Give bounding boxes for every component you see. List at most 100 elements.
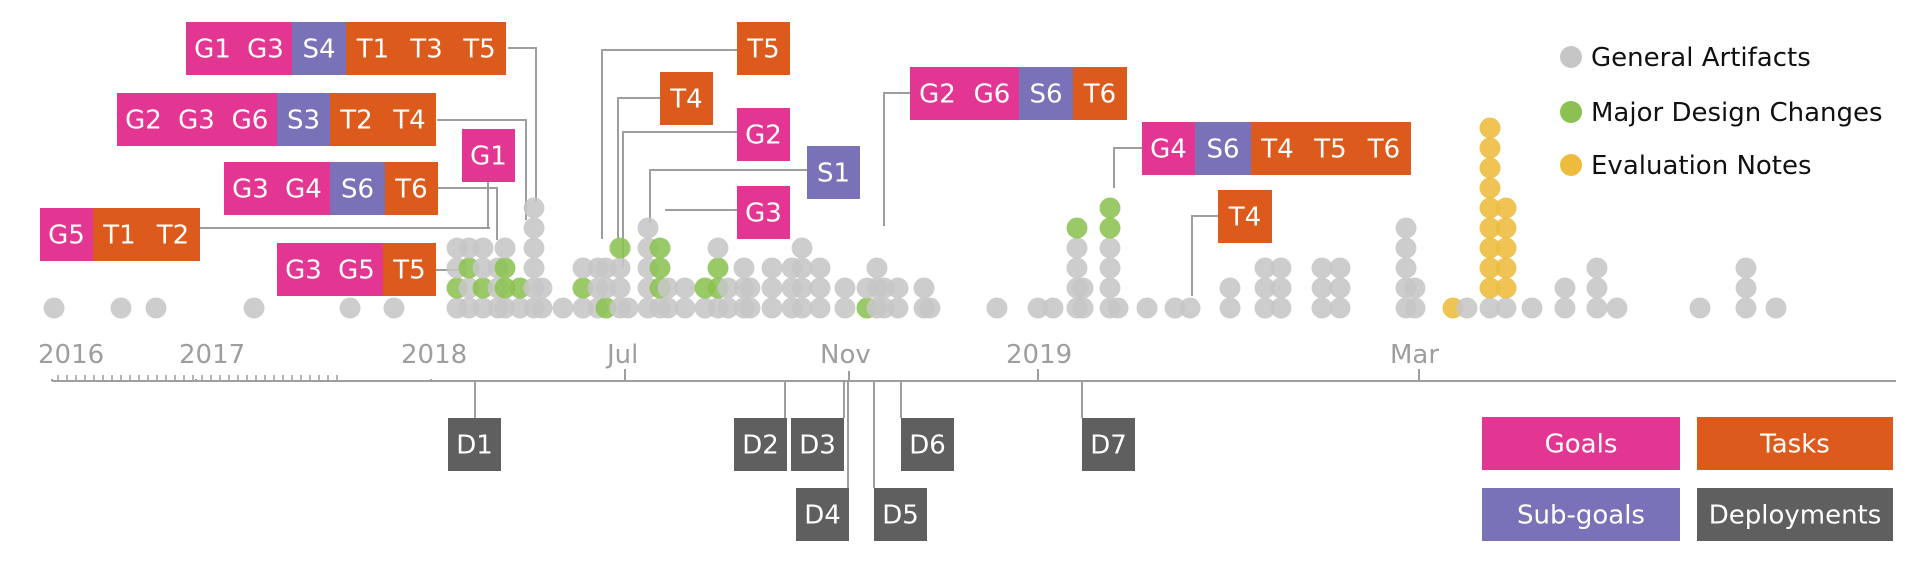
- goal-tag-box: [239, 22, 292, 75]
- subgoal-tag-label: S6: [1029, 80, 1062, 110]
- general-dot: [1219, 297, 1241, 319]
- general-dot: [866, 257, 888, 279]
- axis-label: Jul: [605, 340, 638, 370]
- subgoal-tag-box: [330, 162, 385, 215]
- legend-box-label: Goals: [1545, 430, 1618, 460]
- goal-tag-label: G6: [974, 80, 1011, 110]
- general-dot: [1395, 217, 1417, 239]
- connector-line: [649, 169, 807, 223]
- goal-tag-box: [1142, 122, 1195, 175]
- general-dot: [674, 277, 696, 299]
- subgoal-tag-box: [1019, 67, 1073, 120]
- annotation-group: G5 T1 T2: [40, 208, 200, 261]
- general-dot: [1586, 297, 1608, 319]
- connector-line: [1191, 215, 1218, 296]
- connector-line: [1113, 147, 1142, 188]
- annotation-group: T4: [660, 72, 713, 125]
- general-legend-dot: [1560, 46, 1582, 68]
- axis-label: Nov: [820, 340, 871, 370]
- deployment-label: D7: [1090, 431, 1127, 461]
- general-dot: [1554, 277, 1576, 299]
- general-dot: [1254, 257, 1276, 279]
- general-dot: [739, 277, 761, 299]
- general-dot: [572, 297, 594, 319]
- general-dot: [1164, 297, 1186, 319]
- general-dot: [552, 297, 574, 319]
- general-dot: [986, 297, 1008, 319]
- major-change-dot: [472, 277, 494, 299]
- general-dot: [761, 257, 783, 279]
- annotation-groups: G1 G3 S4 T1 T3 T5 G2 G3 G6 S3 T2 T4 G1 G3 G4 S6 T6 G5 T1 T2…: [40, 22, 1411, 296]
- deployment-label: D2: [742, 431, 779, 461]
- general-dot: [809, 277, 831, 299]
- general-dot: [887, 297, 909, 319]
- general-dot: [1311, 297, 1333, 319]
- deploy-legend-box: [1697, 488, 1893, 541]
- annotation-group: G1: [462, 129, 515, 182]
- general-dot: [1311, 257, 1333, 279]
- evaluation-note-dot: [1495, 217, 1517, 239]
- goal-tag-label: G3: [745, 199, 782, 229]
- annotation-group: G3 G5 T5: [277, 243, 436, 296]
- general-dot: [1107, 297, 1129, 319]
- subgoal-legend-box: [1482, 488, 1680, 541]
- task-tag-label: T3: [409, 35, 442, 65]
- deployment-box: [901, 418, 954, 471]
- deployment-label: D4: [804, 501, 841, 531]
- goal-tag-label: G5: [48, 221, 85, 251]
- general-dot: [523, 217, 545, 239]
- dot-legend: General Artifacts Major Design Changes Eva…: [1560, 43, 1883, 181]
- major-change-dot: [494, 257, 516, 279]
- general-dot: [1270, 277, 1292, 299]
- general-dot: [913, 277, 935, 299]
- evaluation-note-dot: [1495, 257, 1517, 279]
- deployment-label: D6: [909, 431, 946, 461]
- general-dot: [1404, 297, 1426, 319]
- general-dot: [1329, 257, 1351, 279]
- evaluation-note-dot: [1479, 117, 1501, 139]
- general-dot: [717, 277, 739, 299]
- general-dot: [383, 297, 405, 319]
- major-change-dot: [1099, 217, 1121, 239]
- goal-tag-box: [910, 67, 965, 120]
- annotation-group: G2 G3 G6 S3 T2 T4: [117, 93, 436, 146]
- evaluation-note-dot: [1479, 157, 1501, 179]
- general-dot: [617, 297, 639, 319]
- general-dot: [657, 277, 679, 299]
- general-dot: [1329, 277, 1351, 299]
- major-change-dot: [649, 257, 671, 279]
- deployment-markers: D1 D2 D3 D4 D5 D6 D7: [448, 381, 1135, 541]
- task-tag-label: T4: [392, 106, 425, 136]
- axis-label: 2017: [179, 340, 245, 370]
- deployment-box: [874, 488, 927, 541]
- goal-tag-box: [965, 67, 1019, 120]
- deployment-box: [791, 418, 844, 471]
- goal-tag-box: [462, 129, 515, 182]
- evaluation-note-dot: [1479, 197, 1501, 219]
- legend-box-label: Tasks: [1759, 430, 1830, 460]
- deployment-box: [734, 418, 787, 471]
- general-dot: [494, 237, 516, 259]
- task-tag-label: T5: [1313, 135, 1346, 165]
- goal-tag-label: G3: [178, 106, 215, 136]
- legend-label: Evaluation Notes: [1591, 151, 1812, 181]
- task-tag-label: T2: [339, 106, 372, 136]
- general-dot: [761, 277, 783, 299]
- general-dot: [1735, 277, 1757, 299]
- general-dot: [1735, 297, 1757, 319]
- general-dot: [834, 277, 856, 299]
- general-dot: [1270, 257, 1292, 279]
- subgoal-tag-label: S6: [1206, 135, 1239, 165]
- general-dot: [243, 297, 265, 319]
- task-tag-label: T4: [1228, 203, 1261, 233]
- goal-tag-label: G3: [232, 175, 269, 205]
- general-dot: [1072, 297, 1094, 319]
- goal-tag-label: G4: [1150, 135, 1187, 165]
- evaluation-legend-dot: [1560, 154, 1582, 176]
- goal-tag-box: [117, 93, 170, 146]
- evaluation-note-dot: [1479, 257, 1501, 279]
- general-dot: [1395, 237, 1417, 259]
- task-tag-box: [346, 22, 400, 75]
- general-dot: [733, 257, 755, 279]
- evaluation-note-dot: [1479, 217, 1501, 239]
